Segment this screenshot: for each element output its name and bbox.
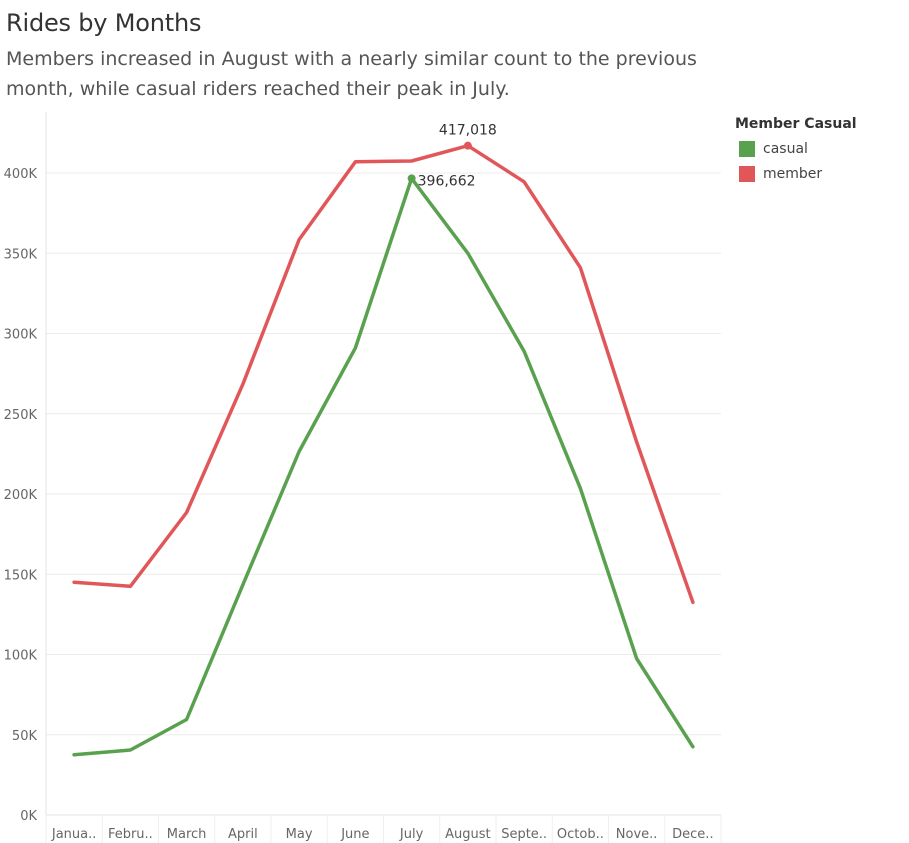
y-tick-label: 0K [20, 809, 37, 824]
series-line-casual[interactable] [72, 176, 695, 757]
x-tick-label: March [167, 827, 207, 842]
x-tick-label: May [286, 827, 313, 842]
gridlines [46, 172, 721, 736]
x-tick-label: Septe.. [501, 827, 547, 842]
x-tick-label: July [399, 827, 424, 842]
x-tick-label: August [445, 827, 491, 842]
y-tick-label: 400K [4, 167, 38, 182]
y-tick-label: 300K [4, 328, 38, 343]
x-tick-label: April [228, 827, 258, 842]
y-tick-label: 200K [4, 488, 38, 503]
legend-title: Member Casual [735, 116, 857, 132]
legend-item-member[interactable]: member [735, 161, 857, 186]
data-labels: 417,018 396,662 [407, 123, 497, 189]
y-tick-label: 150K [4, 568, 38, 583]
legend-label-casual: casual [763, 140, 808, 157]
x-tick-label: Nove.. [616, 827, 658, 842]
x-tick-label: Octob.. [557, 827, 604, 842]
data-point-member[interactable] [463, 141, 472, 150]
y-tick-label: 250K [4, 408, 38, 423]
legend-item-casual[interactable]: casual [735, 136, 857, 161]
x-tick-label: Febru.. [108, 827, 153, 842]
series-lines[interactable] [72, 143, 695, 757]
x-tick-label: June [340, 827, 369, 842]
x-tick-label: Dece.. [672, 827, 713, 842]
chart-subtitle: Members increased in August with a nearl… [6, 48, 697, 100]
legend-label-member: member [763, 165, 823, 182]
chart-title: Rides by Months [6, 9, 202, 37]
series-line-member[interactable] [72, 143, 695, 605]
axes: 0K 50K 100K 150K 200K 250K 300K 350K 400K Janua..… [4, 112, 722, 843]
legend: Member Casual casual member [735, 116, 857, 186]
y-tick-label: 100K [4, 649, 38, 664]
x-tick-label: Janua.. [51, 827, 97, 842]
data-label-member: 417,018 [439, 123, 497, 139]
y-tick-label: 350K [4, 247, 38, 262]
y-tick-label: 50K [12, 729, 38, 744]
data-point-casual[interactable] [407, 174, 416, 183]
legend-swatch-member [739, 165, 755, 182]
data-label-casual: 396,662 [418, 173, 476, 189]
legend-swatch-casual [739, 140, 755, 157]
